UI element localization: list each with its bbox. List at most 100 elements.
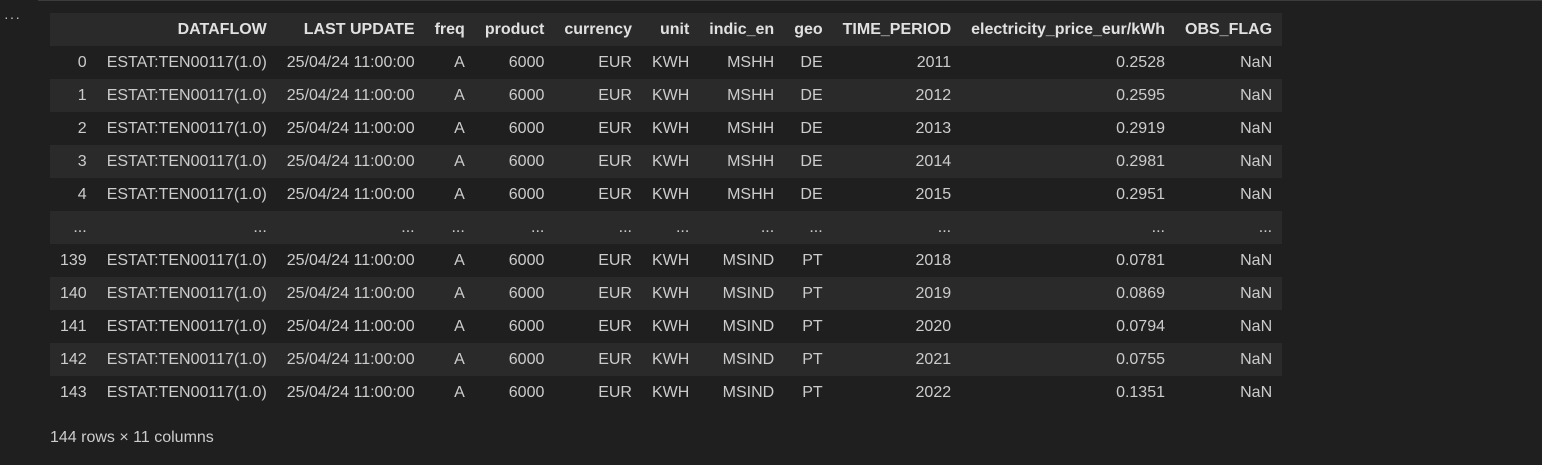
table-cell: DE: [800, 152, 823, 170]
table-cell: PT: [802, 251, 823, 269]
table-row: 0 ESTAT:TEN00117(1.0) 25/04/24 11:00:00 A 60…: [50, 46, 1282, 79]
row-index: 139: [60, 251, 87, 269]
column-header: unit: [659, 20, 690, 38]
table-cell: A: [454, 251, 465, 269]
table-cell: ...: [809, 218, 823, 236]
table-cell: NaN: [1240, 119, 1273, 137]
table-cell: DE: [800, 185, 823, 203]
table-cell: KWH: [651, 53, 690, 71]
table-row: 142 ESTAT:TEN00117(1.0) 25/04/24 11:00:00 A…: [50, 343, 1283, 376]
row-index: 1: [77, 86, 87, 104]
table-cell: NaN: [1240, 185, 1273, 203]
table-cell: ESTAT:TEN00117(1.0): [106, 185, 267, 203]
table-cell: MSHH: [727, 119, 775, 137]
table-cell: EUR: [598, 53, 632, 71]
table-cell: MSIND: [722, 383, 775, 401]
column-header: electricity_price_eur/kWh: [971, 20, 1165, 38]
table-cell: ESTAT:TEN00117(1.0): [106, 284, 267, 302]
table-cell: EUR: [598, 284, 632, 302]
table-cell: 25/04/24 11:00:00: [286, 119, 415, 137]
table-cell: NaN: [1240, 317, 1273, 335]
table-cell: 0.2981: [1116, 152, 1165, 170]
table-cell: NaN: [1240, 53, 1273, 71]
table-cell: KWH: [651, 317, 690, 335]
table-cell: 25/04/24 11:00:00: [286, 185, 415, 203]
table-cell: MSIND: [722, 251, 775, 269]
table-cell: 6000: [508, 53, 545, 71]
table-cell: KWH: [651, 185, 690, 203]
table-cell: 0.2919: [1116, 119, 1165, 137]
more-actions-icon[interactable]: ···: [4, 9, 21, 25]
table-cell: KWH: [651, 119, 690, 137]
table-cell: 25/04/24 11:00:00: [286, 251, 415, 269]
table-cell: PT: [802, 284, 823, 302]
table-cell: DE: [800, 86, 823, 104]
table-cell: 2022: [915, 383, 952, 401]
table-cell: 6000: [508, 383, 545, 401]
column-header: LAST UPDATE: [303, 20, 415, 38]
table-cell: MSHH: [727, 185, 775, 203]
column-header: OBS_FLAG: [1185, 20, 1273, 38]
table-cell: 6000: [508, 317, 545, 335]
table-cell: ...: [451, 218, 465, 236]
table-cell: ...: [1151, 218, 1165, 236]
table-cell: PT: [802, 350, 823, 368]
table-row: 141 ESTAT:TEN00117(1.0) 25/04/24 11:00:00 A…: [50, 310, 1282, 343]
table-cell: NaN: [1240, 383, 1273, 401]
row-index: 4: [77, 185, 87, 203]
table-cell: KWH: [651, 383, 690, 401]
ellipsis-row: ....................................: [50, 211, 1283, 244]
table-cell: NaN: [1240, 350, 1273, 368]
table-cell: 2021: [915, 350, 952, 368]
table-cell: 6000: [508, 119, 545, 137]
table-cell: ESTAT:TEN00117(1.0): [106, 119, 267, 137]
table-cell: ESTAT:TEN00117(1.0): [106, 251, 267, 269]
dataframe-table: DATAFLOW LAST UPDATE freq product currency un…: [50, 13, 1283, 409]
table-cell: 2013: [915, 119, 952, 137]
table-cell: PT: [802, 317, 823, 335]
table-cell: EUR: [598, 86, 632, 104]
cell-divider: [38, 0, 1542, 1]
table-cell: MSIND: [722, 284, 775, 302]
table-cell: KWH: [651, 251, 690, 269]
table-cell: 6000: [508, 185, 545, 203]
table-cell: 25/04/24 11:00:00: [286, 284, 415, 302]
table-row: 140 ESTAT:TEN00117(1.0) 25/04/24 11:00:00 A…: [50, 277, 1283, 310]
table-cell: 6000: [508, 251, 545, 269]
table-cell: 25/04/24 11:00:00: [286, 383, 415, 401]
table-cell: DE: [800, 53, 823, 71]
table-cell: 25/04/24 11:00:00: [286, 317, 415, 335]
table-header: DATAFLOW LAST UPDATE freq product currency un…: [50, 13, 1283, 46]
row-index: 3: [77, 152, 87, 170]
table-cell: NaN: [1240, 284, 1273, 302]
table-cell: 0.0869: [1116, 284, 1165, 302]
table-cell: A: [454, 152, 465, 170]
column-header: product: [484, 20, 545, 38]
table-cell: 2012: [915, 86, 952, 104]
table-cell: 6000: [508, 152, 545, 170]
table-row: 4 ESTAT:TEN00117(1.0) 25/04/24 11:00:00 A 60…: [50, 178, 1282, 211]
column-header: DATAFLOW: [177, 20, 267, 38]
table-cell: MSHH: [727, 152, 775, 170]
table-cell: A: [454, 119, 465, 137]
table-cell: ESTAT:TEN00117(1.0): [106, 350, 267, 368]
table-row: 143 ESTAT:TEN00117(1.0) 25/04/24 11:00:00 A…: [50, 376, 1282, 409]
table-cell: 2018: [915, 251, 952, 269]
table-cell: EUR: [598, 317, 632, 335]
table-cell: EUR: [598, 152, 632, 170]
row-index: 140: [60, 284, 87, 302]
table-cell: NaN: [1240, 152, 1273, 170]
table-cell: 0.2528: [1116, 53, 1165, 71]
column-header: freq: [434, 20, 465, 38]
row-index: 142: [60, 350, 87, 368]
table-cell: ...: [937, 218, 952, 236]
table-cell: MSHH: [727, 86, 775, 104]
table-cell: 0.2595: [1116, 86, 1165, 104]
column-header: currency: [564, 20, 632, 38]
table-cell: NaN: [1240, 251, 1273, 269]
row-index: 143: [60, 383, 87, 401]
row-index: 0: [77, 53, 87, 71]
dataframe-output: DATAFLOW LAST UPDATE freq product currency un…: [50, 13, 1283, 409]
table-cell: 0.0781: [1116, 251, 1165, 269]
table-cell: ...: [401, 218, 415, 236]
